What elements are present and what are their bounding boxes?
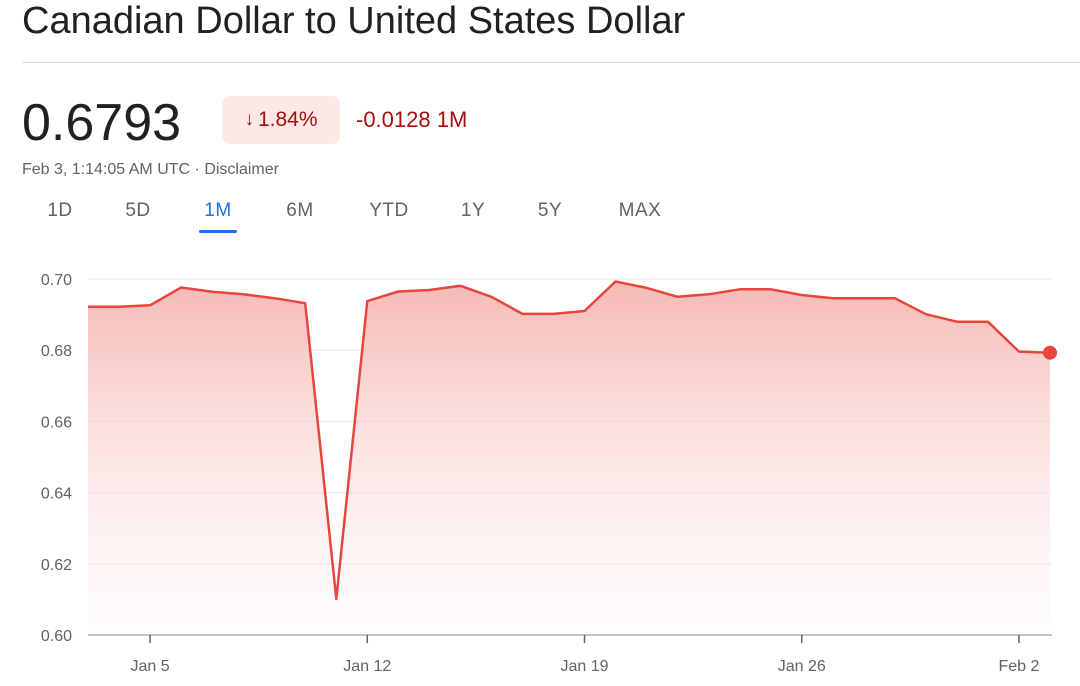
y-tick-label: 0.64 <box>41 486 72 503</box>
tab-1d[interactable]: 1D <box>47 200 73 221</box>
exchange-rate-chart[interactable]: 0.70 0.68 0.66 0.64 0.62 0.60 Jan 5 Jan 12 Jan 1… <box>0 250 1080 686</box>
absolute-change: -0.0128 1M <box>356 107 468 132</box>
y-tick-label: 0.68 <box>41 343 72 360</box>
timestamp-line: Feb 3, 1:14:05 AM UTC · Disclaimer <box>22 161 279 179</box>
tab-5y[interactable]: 5Y <box>537 200 563 221</box>
series-line <box>88 280 1051 601</box>
header-divider <box>22 62 1080 63</box>
y-tick-label: 0.70 <box>41 272 72 289</box>
y-tick-label: 0.60 <box>41 628 72 645</box>
tab-ytd[interactable]: YTD <box>369 200 409 221</box>
x-tick-label: Jan 26 <box>778 658 826 675</box>
current-value-dot <box>1043 345 1057 360</box>
separator: · <box>194 161 200 178</box>
tab-1m[interactable]: 1M <box>204 200 232 221</box>
area-fill <box>88 281 1050 635</box>
x-tick-label: Feb 2 <box>999 658 1040 675</box>
disclaimer-link[interactable]: Disclaimer <box>204 161 279 178</box>
y-tick-label: 0.66 <box>41 414 72 431</box>
y-tick-label: 0.62 <box>41 557 72 574</box>
x-tick-label: Jan 19 <box>560 658 608 675</box>
active-tab-indicator <box>199 230 237 233</box>
page-title: Canadian Dollar to United States Dollar <box>22 0 686 42</box>
percent-change-badge: ↓ 1.84% <box>222 96 340 144</box>
tab-6m[interactable]: 6M <box>286 200 314 221</box>
tab-5d[interactable]: 5D <box>125 200 151 221</box>
percent-change-value: 1.84% <box>257 108 318 131</box>
tab-1y[interactable]: 1Y <box>460 200 486 221</box>
timestamp: Feb 3, 1:14:05 AM UTC <box>22 161 191 178</box>
tab-max[interactable]: MAX <box>618 200 662 221</box>
arrow-down-icon: ↓ <box>244 109 254 130</box>
x-tick-label: Jan 5 <box>130 658 169 675</box>
current-price: 0.6793 <box>22 94 182 152</box>
x-tick-label: Jan 12 <box>343 658 391 675</box>
